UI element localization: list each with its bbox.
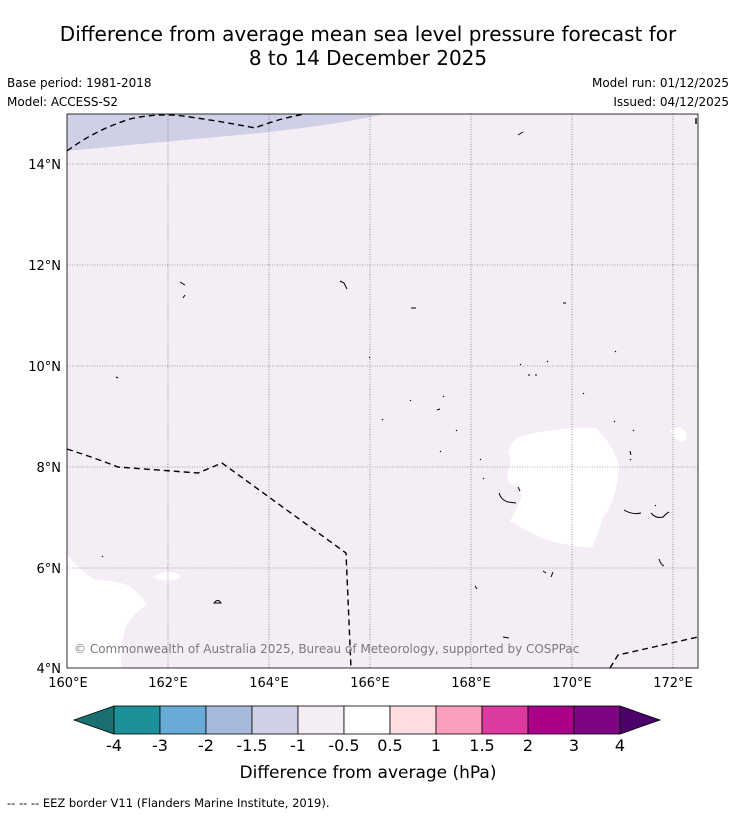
colorbar-swatch: [113, 705, 161, 735]
title-line-2: 8 to 14 December 2025: [248, 46, 488, 70]
colorbar-tick: -1: [290, 736, 306, 755]
colorbar-swatch: [481, 705, 529, 735]
anomaly-fill-white-small: [153, 572, 180, 581]
lon-label: 172°E: [653, 676, 693, 691]
colorbar-tick: -3: [152, 736, 168, 755]
colorbar-swatch: [251, 705, 299, 735]
lon-label: 170°E: [552, 676, 592, 691]
colorbar-tick: -0.5: [328, 736, 359, 755]
colorbar-tick: -4: [106, 736, 122, 755]
colorbar-tick: -2: [198, 736, 214, 755]
model-name: Model: ACCESS-S2: [7, 95, 119, 109]
lat-label: 4°N: [37, 662, 62, 677]
lat-label: 8°N: [37, 461, 62, 476]
lon-label: 162°E: [148, 676, 188, 691]
eez-legend-note: -- -- -- EEZ border V11 (Flanders Marine…: [7, 796, 330, 810]
chart-title: Difference from average mean sea level p…: [0, 22, 736, 70]
colorbar-tick-labels: -4 -3 -2 -1.5 -1 -0.5 0.5 1 1.5 2 3 4: [106, 736, 625, 755]
model-run: Model run: 01/12/2025: [591, 76, 729, 90]
graticule: [67, 114, 698, 668]
anomaly-fill-white-corner: [67, 555, 147, 668]
anomaly-fill-negative-band: [67, 114, 385, 151]
colorbar-tick: 4: [615, 736, 625, 755]
colorbar-tick: 1: [431, 736, 441, 755]
issued-date: Issued: 04/12/2025: [613, 95, 729, 109]
map-border: [66, 113, 699, 669]
colorbar-swatch: [297, 705, 345, 735]
lat-label: 14°N: [28, 158, 61, 173]
lon-label: 160°E: [48, 676, 88, 691]
meta-right: Model run: 01/12/2025 Issued: 04/12/2025: [592, 74, 729, 112]
colorbar-label: Difference from average (hPa): [240, 763, 497, 783]
lat-label: 12°N: [28, 259, 61, 274]
colorbar-tick: 1.5: [469, 736, 494, 755]
colorbar-swatch: [435, 705, 483, 735]
latitude-labels: 14°N 12°N 10°N 8°N 6°N 4°N: [28, 158, 61, 677]
colorbar-swatch: [205, 705, 253, 735]
colorbar-extend-low: [72, 705, 115, 735]
colorbar-swatch: [343, 705, 391, 735]
longitude-labels: 160°E 162°E 164°E 166°E 168°E 170°E 172°…: [48, 676, 693, 691]
meta-left: Base period: 1981-2018 Model: ACCESS-S2: [7, 74, 152, 112]
lat-label: 10°N: [28, 360, 61, 375]
colorbar-tick: 2: [523, 736, 533, 755]
map-panel: [67, 114, 698, 668]
colorbar-swatch: [573, 705, 621, 735]
colorbar-swatch: [159, 705, 207, 735]
lat-label: 6°N: [37, 562, 62, 577]
colorbar: [72, 705, 662, 735]
anomaly-fill-light-purple: [67, 114, 698, 668]
title-line-1: Difference from average mean sea level p…: [59, 22, 677, 46]
base-period: Base period: 1981-2018: [7, 76, 152, 90]
colorbar-tick: -1.5: [236, 736, 267, 755]
eez-borders: [67, 114, 698, 668]
colorbar-extend-high: [619, 705, 662, 735]
colorbar-swatch: [389, 705, 437, 735]
lon-label: 164°E: [249, 676, 289, 691]
anomaly-fill-white-patch: [507, 427, 619, 548]
colorbar-tick: 0.5: [377, 736, 402, 755]
copyright-text: © Commonwealth of Australia 2025, Bureau…: [74, 642, 579, 656]
island-outlines: [101, 131, 670, 639]
lon-label: 168°E: [451, 676, 491, 691]
anomaly-fill-white-tiny: [670, 427, 687, 442]
lon-label: 166°E: [350, 676, 390, 691]
colorbar-tick: 3: [569, 736, 579, 755]
colorbar-swatch: [527, 705, 575, 735]
